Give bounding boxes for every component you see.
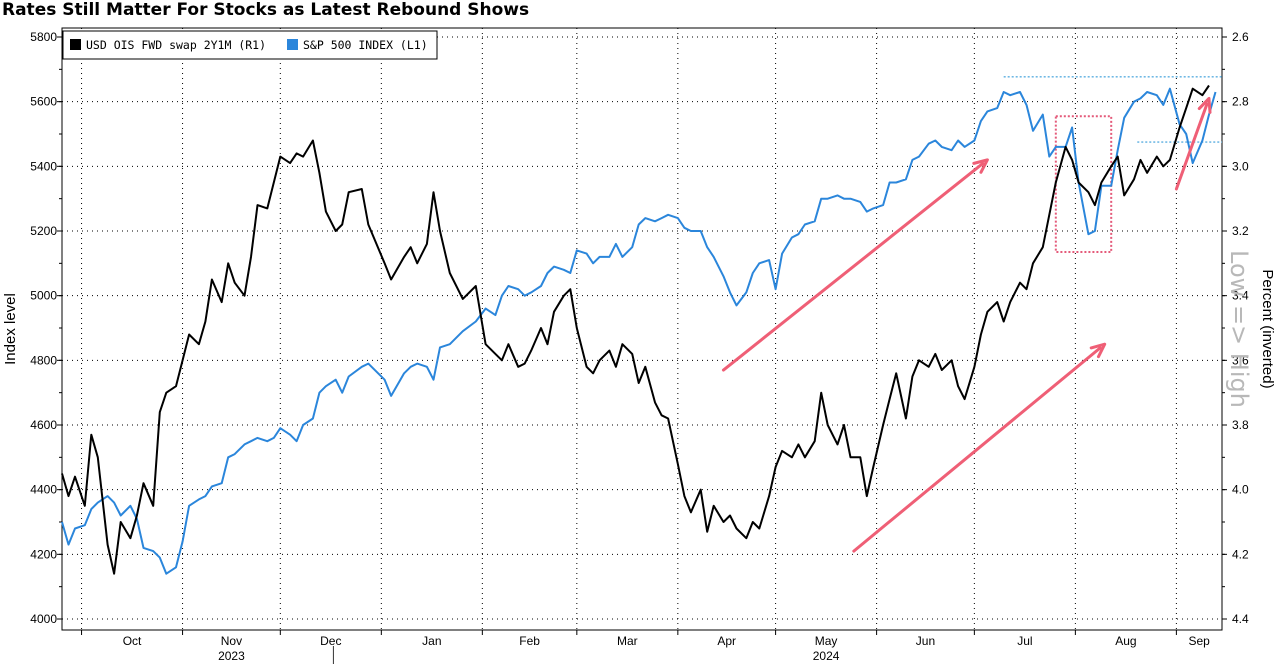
y-tick-label-right: 4.4 bbox=[1232, 612, 1249, 626]
chart-title: Rates Still Matter For Stocks as Latest … bbox=[2, 0, 530, 20]
y-tick-label-left: 5600 bbox=[30, 95, 57, 109]
trend-arrow-head bbox=[972, 158, 989, 174]
y-tick-label-left: 5400 bbox=[30, 159, 57, 173]
x-tick-label: Nov bbox=[221, 634, 242, 648]
x-year-label: 2023 bbox=[218, 649, 245, 663]
plot-frame bbox=[61, 27, 1223, 631]
annotation-arrows bbox=[721, 96, 1212, 553]
series-lines bbox=[61, 84, 1217, 575]
x-tick-label: Sep bbox=[1189, 634, 1211, 648]
y-tick-label-left: 5000 bbox=[30, 289, 57, 303]
series-line-spx bbox=[61, 87, 1217, 575]
grid bbox=[62, 28, 1222, 630]
right-axis-annotation: Low => High bbox=[1225, 250, 1253, 408]
trend-arrow bbox=[1174, 102, 1209, 191]
legend-swatch-rates bbox=[70, 39, 81, 50]
x-tick-label: Jul bbox=[1017, 634, 1032, 648]
y-axis-label-right: Percent (inverted) bbox=[1259, 269, 1276, 388]
x-tick-label: Dec bbox=[320, 634, 341, 648]
y-tick-label-right: 4.0 bbox=[1232, 483, 1249, 497]
legend: USD OIS FWD swap 2Y1M (R1) S&P 500 INDEX … bbox=[62, 30, 438, 60]
x-axis-ticks: Oct Nov Dec Jan Feb Mar Apr May Jun Jul Aug Sep 2023… bbox=[81, 630, 1211, 664]
annotation-lines bbox=[1003, 76, 1222, 254]
y-tick-label-left: 4400 bbox=[30, 483, 57, 497]
legend-label-spx: S&P 500 INDEX (L1) bbox=[303, 38, 428, 52]
y-tick-label-left: 4800 bbox=[30, 353, 57, 367]
x-tick-label: Aug bbox=[1115, 634, 1136, 648]
trend-arrow bbox=[852, 346, 1102, 553]
x-tick-label: Oct bbox=[123, 634, 142, 648]
y-tick-label-left: 4600 bbox=[30, 418, 57, 432]
x-tick-label: Jun bbox=[916, 634, 935, 648]
legend-box bbox=[62, 30, 438, 60]
y-tick-label-right: 3.6 bbox=[1232, 353, 1249, 367]
legend-label-rates: USD OIS FWD swap 2Y1M (R1) bbox=[86, 38, 266, 52]
x-tick-label: Apr bbox=[717, 634, 736, 648]
trend-arrow-head bbox=[1197, 96, 1212, 114]
y-tick-label-right: 3.8 bbox=[1232, 418, 1249, 432]
plot-border bbox=[61, 27, 1223, 631]
y-axis-label-left: Index level bbox=[2, 293, 19, 365]
trend-arrow-head bbox=[1089, 342, 1107, 359]
y-tick-label-left: 4000 bbox=[30, 612, 57, 626]
y-tick-label-left: 4200 bbox=[30, 547, 57, 561]
trend-arrow bbox=[721, 162, 985, 372]
y-tick-label-right: 3.0 bbox=[1232, 159, 1249, 173]
highlight-box bbox=[1054, 115, 1113, 254]
y-tick-label-right: 4.2 bbox=[1232, 547, 1249, 561]
left-axis-ticks: 5800 5600 5400 5200 5000 4800 4600 4400 4200 4000 bbox=[30, 30, 62, 626]
y-tick-label-right: 3.4 bbox=[1232, 289, 1249, 303]
y-tick-label-left: 5200 bbox=[30, 224, 57, 238]
legend-swatch-spx bbox=[287, 39, 298, 50]
y-tick-label-left: 5800 bbox=[30, 30, 57, 44]
y-tick-label-right: 2.6 bbox=[1232, 30, 1249, 44]
x-tick-label: Mar bbox=[617, 634, 638, 648]
y-tick-label-right: 3.2 bbox=[1232, 224, 1249, 238]
right-axis-ticks: 2.6 2.8 3.0 3.2 3.4 3.6 3.8 4.0 4.2 4.4 bbox=[1222, 30, 1249, 626]
y-tick-label-right: 2.8 bbox=[1232, 95, 1249, 109]
x-tick-label: May bbox=[815, 634, 838, 648]
x-year-label: 2024 bbox=[813, 649, 840, 663]
series-line-rates bbox=[61, 84, 1210, 575]
x-tick-label: Jan bbox=[422, 634, 441, 648]
x-tick-label: Feb bbox=[519, 634, 540, 648]
